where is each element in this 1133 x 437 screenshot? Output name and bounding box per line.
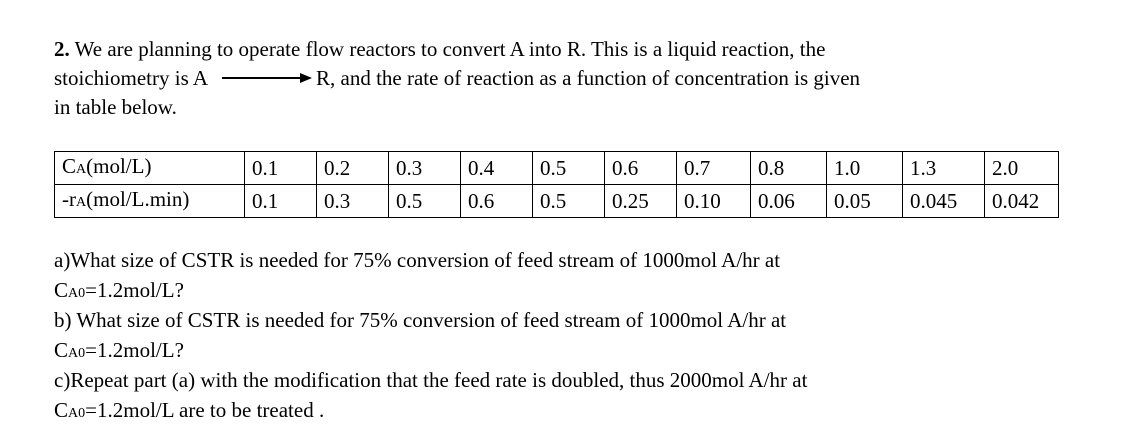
problem-text-1: We are planning to operate flow reactors… <box>69 37 826 61</box>
conc-subscript: A0 <box>68 406 86 421</box>
table-cell: 0.5 <box>388 184 461 218</box>
table-cell: 0.3 <box>316 184 389 218</box>
table-cell: 0.2 <box>316 151 389 185</box>
label-main: C <box>62 154 77 178</box>
table-cell: 0.042 <box>984 184 1059 218</box>
table-cell: 0.4 <box>460 151 533 185</box>
problem-text-2a: stoichiometry is A <box>54 66 208 90</box>
question-c-line-2: CA0=1.2mol/L are to be treated . <box>54 395 1064 425</box>
table-cell: 0.8 <box>750 151 827 185</box>
table-row-concentration: CA(mol/L) 0.1 0.2 0.3 0.4 0.5 0.6 0.7 0.… <box>54 151 1059 185</box>
conc-value: =1.2mol/L? <box>85 278 184 302</box>
problem-text-2b: R, and the rate of reaction as a functio… <box>316 66 861 90</box>
problem-line-3: in table below. <box>54 93 1064 122</box>
table-cell: 0.7 <box>676 151 751 185</box>
table-cell: 0.05 <box>826 184 903 218</box>
question-a-line-1: a)What size of CSTR is needed for 75% co… <box>54 248 781 272</box>
row-header-concentration: CA(mol/L) <box>54 151 245 185</box>
label-sub: A <box>76 162 87 177</box>
conc-subscript: A0 <box>68 286 86 301</box>
table-cell: 0.5 <box>532 151 605 185</box>
conc-value: =1.2mol/L? <box>85 338 184 362</box>
conc-symbol: C <box>54 398 69 422</box>
problem-number: 2. <box>54 37 70 61</box>
question-a-line-2: CA0=1.2mol/L? <box>54 275 1064 305</box>
label-unit: (mol/L) <box>86 154 152 178</box>
table-cell: 0.25 <box>604 184 677 218</box>
problem-line-1: 2. We are planning to operate flow react… <box>54 35 1064 64</box>
table-cell: 0.6 <box>604 151 677 185</box>
table-cell: 0.1 <box>244 184 317 218</box>
label-main: -r <box>62 187 76 211</box>
conc-subscript: A0 <box>68 346 86 361</box>
reaction-arrow-icon <box>222 71 312 85</box>
question-b-line-2: CA0=1.2mol/L? <box>54 335 1064 365</box>
table-cell: 0.045 <box>902 184 985 218</box>
problem-text-3: in table below. <box>54 95 177 119</box>
table-cell: 0.10 <box>676 184 751 218</box>
label-sub: A <box>76 195 87 210</box>
problem-line-2: stoichiometry is A R, and the rate of rea… <box>54 64 1064 93</box>
table-cell: 1.3 <box>902 151 985 185</box>
table-cell: 2.0 <box>984 151 1059 185</box>
question-c-line-1: c)Repeat part (a) with the modification … <box>54 368 808 392</box>
problem-statement: 2. We are planning to operate flow react… <box>54 35 1064 122</box>
table-cell: 0.3 <box>388 151 461 185</box>
table-cell: 1.0 <box>826 151 903 185</box>
question-b-line-1: b) What size of CSTR is needed for 75% c… <box>54 308 787 332</box>
table-cell: 0.06 <box>750 184 827 218</box>
row-header-rate: -rA(mol/L.min) <box>54 184 245 218</box>
table-cell: 0.5 <box>532 184 605 218</box>
table-cell: 0.6 <box>460 184 533 218</box>
rate-data-table: CA(mol/L) 0.1 0.2 0.3 0.4 0.5 0.6 0.7 0.… <box>54 151 1059 218</box>
table-row-rate: -rA(mol/L.min) 0.1 0.3 0.5 0.6 0.5 0.25 … <box>54 184 1059 218</box>
questions-block: a)What size of CSTR is needed for 75% co… <box>54 245 1064 425</box>
conc-symbol: C <box>54 278 69 302</box>
conc-symbol: C <box>54 338 69 362</box>
conc-value: =1.2mol/L are to be treated . <box>85 398 325 422</box>
label-unit: (mol/L.min) <box>86 187 190 211</box>
table-cell: 0.1 <box>244 151 317 185</box>
